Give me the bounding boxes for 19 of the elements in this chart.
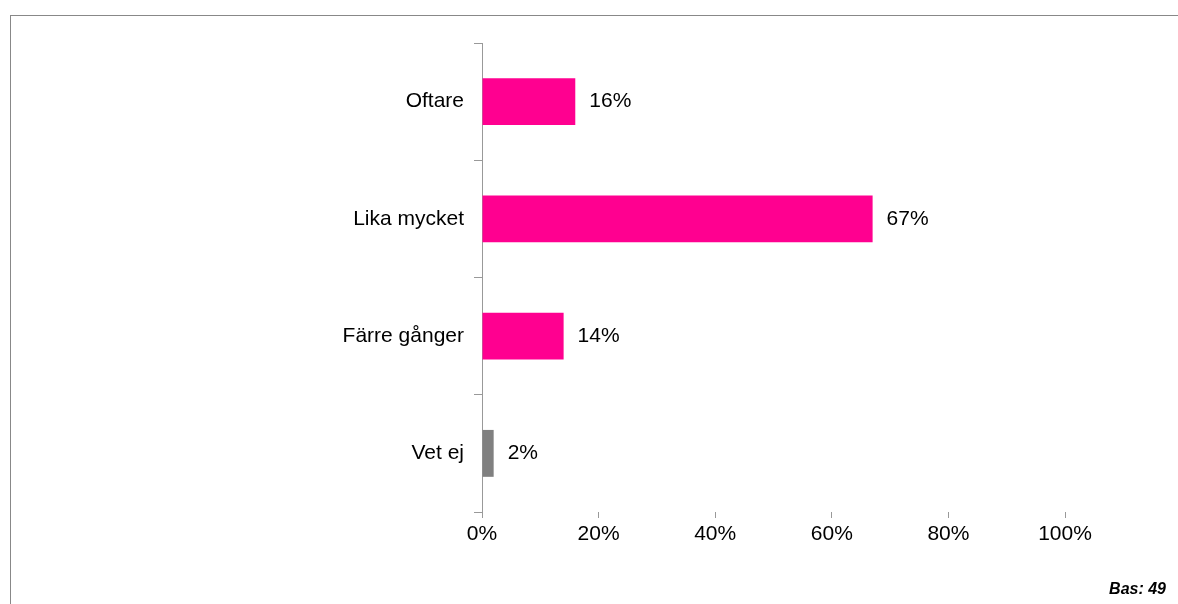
data-label: 67% bbox=[886, 205, 929, 229]
bar bbox=[482, 78, 576, 126]
data-label: 2% bbox=[507, 440, 539, 464]
x-tick-label: 40% bbox=[694, 521, 737, 545]
x-tick-label: 80% bbox=[927, 521, 970, 545]
data-label: 14% bbox=[577, 322, 620, 346]
y-tick-label: Oftare bbox=[405, 88, 464, 112]
x-tick-label: 0% bbox=[466, 521, 498, 545]
data-label: 16% bbox=[589, 88, 632, 112]
y-tick-label: Lika mycket bbox=[353, 205, 465, 229]
x-tick-label: 100% bbox=[1038, 521, 1092, 545]
x-tick-label: 60% bbox=[810, 521, 853, 545]
bar bbox=[482, 312, 564, 360]
x-tick-label: 20% bbox=[577, 521, 620, 545]
y-tick-label: Vet ej bbox=[411, 440, 464, 464]
bar bbox=[482, 429, 494, 477]
bar bbox=[482, 195, 873, 243]
y-tick-label: Färre gånger bbox=[342, 322, 464, 346]
text: Bas: 49 bbox=[1109, 580, 1166, 598]
